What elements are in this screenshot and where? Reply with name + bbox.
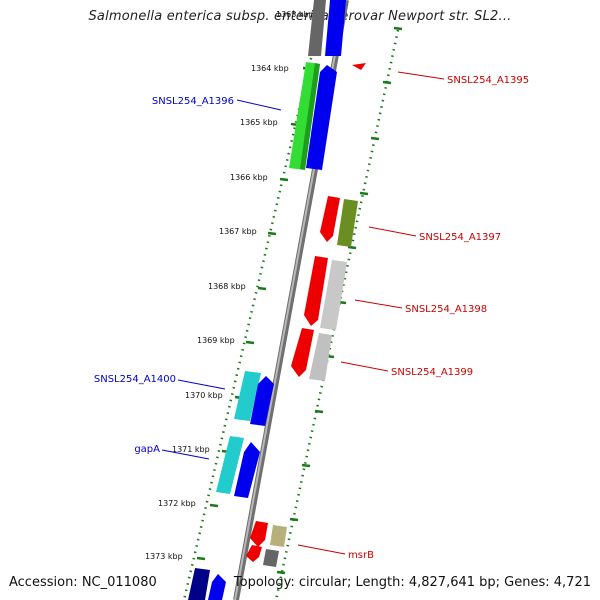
gene-arrow-red-msrB-1[interactable] (250, 521, 268, 547)
gene-label[interactable]: msrB (348, 550, 374, 561)
gene-block-gray-1398[interactable] (320, 260, 347, 330)
tick-mark-right (276, 570, 286, 575)
gene-block-cyan-1400[interactable] (234, 371, 261, 421)
topology-summary: Topology: circular; Length: 4,827,641 bp… (233, 575, 591, 590)
gene-block-khaki-msrB[interactable] (270, 525, 287, 547)
gene-label[interactable]: SNSL254_A1400 (94, 374, 176, 385)
tick-label: 1363 kbp (276, 10, 314, 19)
gene-arrow-red-small[interactable] (352, 63, 366, 70)
gene-label[interactable]: SNSL254_A1395 (447, 75, 529, 86)
tick-mark-right (370, 136, 380, 141)
gene-arrow-blue-1400[interactable] (250, 376, 274, 426)
tick-label: 1373 kbp (145, 552, 183, 561)
leader-line-1397 (368, 226, 417, 237)
tick-label: 1365 kbp (240, 118, 278, 127)
tick-mark (245, 340, 255, 345)
gene-block-blue-top[interactable] (325, 0, 346, 56)
tick-mark (267, 231, 277, 236)
leader-line-1400 (177, 379, 226, 390)
tick-label: 1371 kbp (172, 445, 210, 454)
tick-mark (279, 177, 289, 182)
gene-arrow-red-msrB-2[interactable] (246, 545, 262, 562)
tick-label: 1367 kbp (219, 227, 257, 236)
gene-label[interactable]: SNSL254_A1399 (391, 367, 473, 378)
tick-mark-right (347, 245, 357, 250)
tick-mark-right (301, 463, 311, 468)
tick-mark-right (314, 409, 324, 414)
gene-block-olive-1397[interactable] (337, 199, 358, 247)
gene-arrow-blue-bottom[interactable] (208, 574, 226, 600)
tick-label: 1368 kbp (208, 282, 246, 291)
tick-mark-right (359, 191, 369, 196)
leader-line-1399 (340, 361, 389, 372)
tick-label: 1366 kbp (230, 173, 268, 182)
gene-arrow-red-1399[interactable] (291, 328, 314, 377)
tick-label: 1369 kbp (197, 336, 235, 345)
gene-block-navy-bottom[interactable] (188, 568, 210, 600)
gene-block-gray-1399[interactable] (309, 333, 332, 381)
gene-label[interactable]: SNSL254_A1397 (419, 232, 501, 243)
gene-label[interactable]: SNSL254_A1396 (152, 96, 234, 107)
leader-line-1395 (397, 71, 445, 80)
gene-arrow-red-1398[interactable] (304, 256, 328, 326)
gene-arrow-red-1397[interactable] (320, 196, 340, 242)
tick-mark (196, 556, 206, 561)
gene-block-cyan-gapA[interactable] (216, 436, 244, 494)
leader-line-1396 (236, 99, 282, 111)
gene-block-green-shade[interactable] (300, 63, 320, 170)
tick-mark-right (393, 26, 403, 31)
tick-mark (209, 503, 219, 508)
tick-label: 1364 kbp (251, 64, 289, 73)
gene-block-gray-msrB[interactable] (263, 549, 279, 567)
gene-block-gray-top[interactable] (308, 0, 326, 56)
tick-mark-right (289, 517, 299, 522)
leader-line-msrB (297, 544, 346, 555)
gene-arrow-blue-gapA[interactable] (234, 442, 260, 498)
tick-mark-right (382, 80, 392, 85)
gene-label[interactable]: SNSL254_A1398 (405, 304, 487, 315)
tick-label: 1370 kbp (185, 391, 223, 400)
leader-line-1398 (354, 299, 403, 309)
tick-mark (257, 286, 267, 291)
leader-line-gapA (161, 449, 210, 460)
accession-label: Accession: NC_011080 (9, 575, 157, 590)
map-title: Salmonella enterica subsp. enterica sero… (88, 9, 512, 24)
gene-arrow-blue[interactable] (306, 65, 337, 170)
gene-label[interactable]: gapA (134, 444, 160, 455)
tick-label: 1372 kbp (158, 499, 196, 508)
